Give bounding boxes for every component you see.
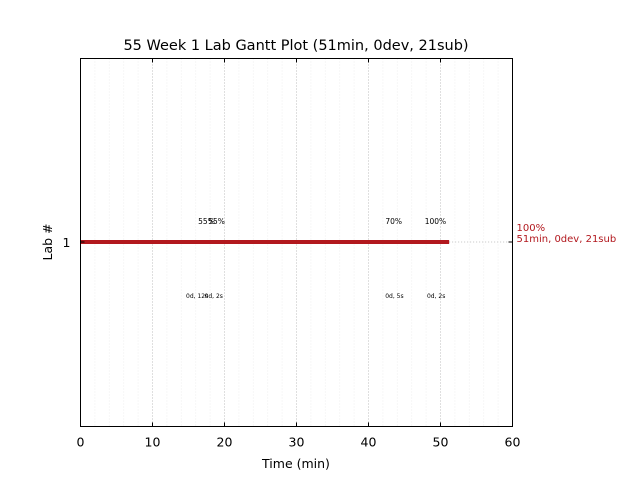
bar-end-percent-label: 100% (517, 223, 546, 234)
checkpoint-duration-label: 0d, 2s (205, 293, 223, 300)
chart-title: 55 Week 1 Lab Gantt Plot (51min, 0dev, 2… (123, 38, 468, 54)
y-axis-label: Lab # (40, 223, 55, 260)
x-tick-label: 10 (145, 435, 161, 450)
x-tick-label: 40 (361, 435, 377, 450)
checkpoint-percent-label: 70% (385, 217, 402, 226)
x-tick-label: 30 (289, 435, 305, 450)
x-tick-label: 50 (433, 435, 449, 450)
checkpoint-percent-label: 100% (425, 217, 446, 226)
x-axis-ticks: 0 10 20 30 40 50 60 (77, 58, 521, 450)
checkpoint-percent-label: 55% (208, 217, 225, 226)
checkpoint-percent-label: 55% (198, 217, 215, 226)
checkpoint-duration-label: 0d, 2s (427, 293, 445, 300)
y-tick-label: 1 (63, 235, 71, 250)
x-tick-label: 20 (217, 435, 233, 450)
bar-end-summary-label: 51min, 0dev, 21sub (517, 234, 617, 245)
x-tick-label: 60 (505, 435, 521, 450)
checkpoint-duration-label: 0d, 12s (186, 293, 208, 300)
x-axis-label: Time (min) (261, 456, 330, 471)
y-axis-ticks: 1 (63, 235, 513, 250)
x-tick-label: 0 (77, 435, 85, 450)
checkpoint-duration-label: 0d, 5s (385, 293, 403, 300)
